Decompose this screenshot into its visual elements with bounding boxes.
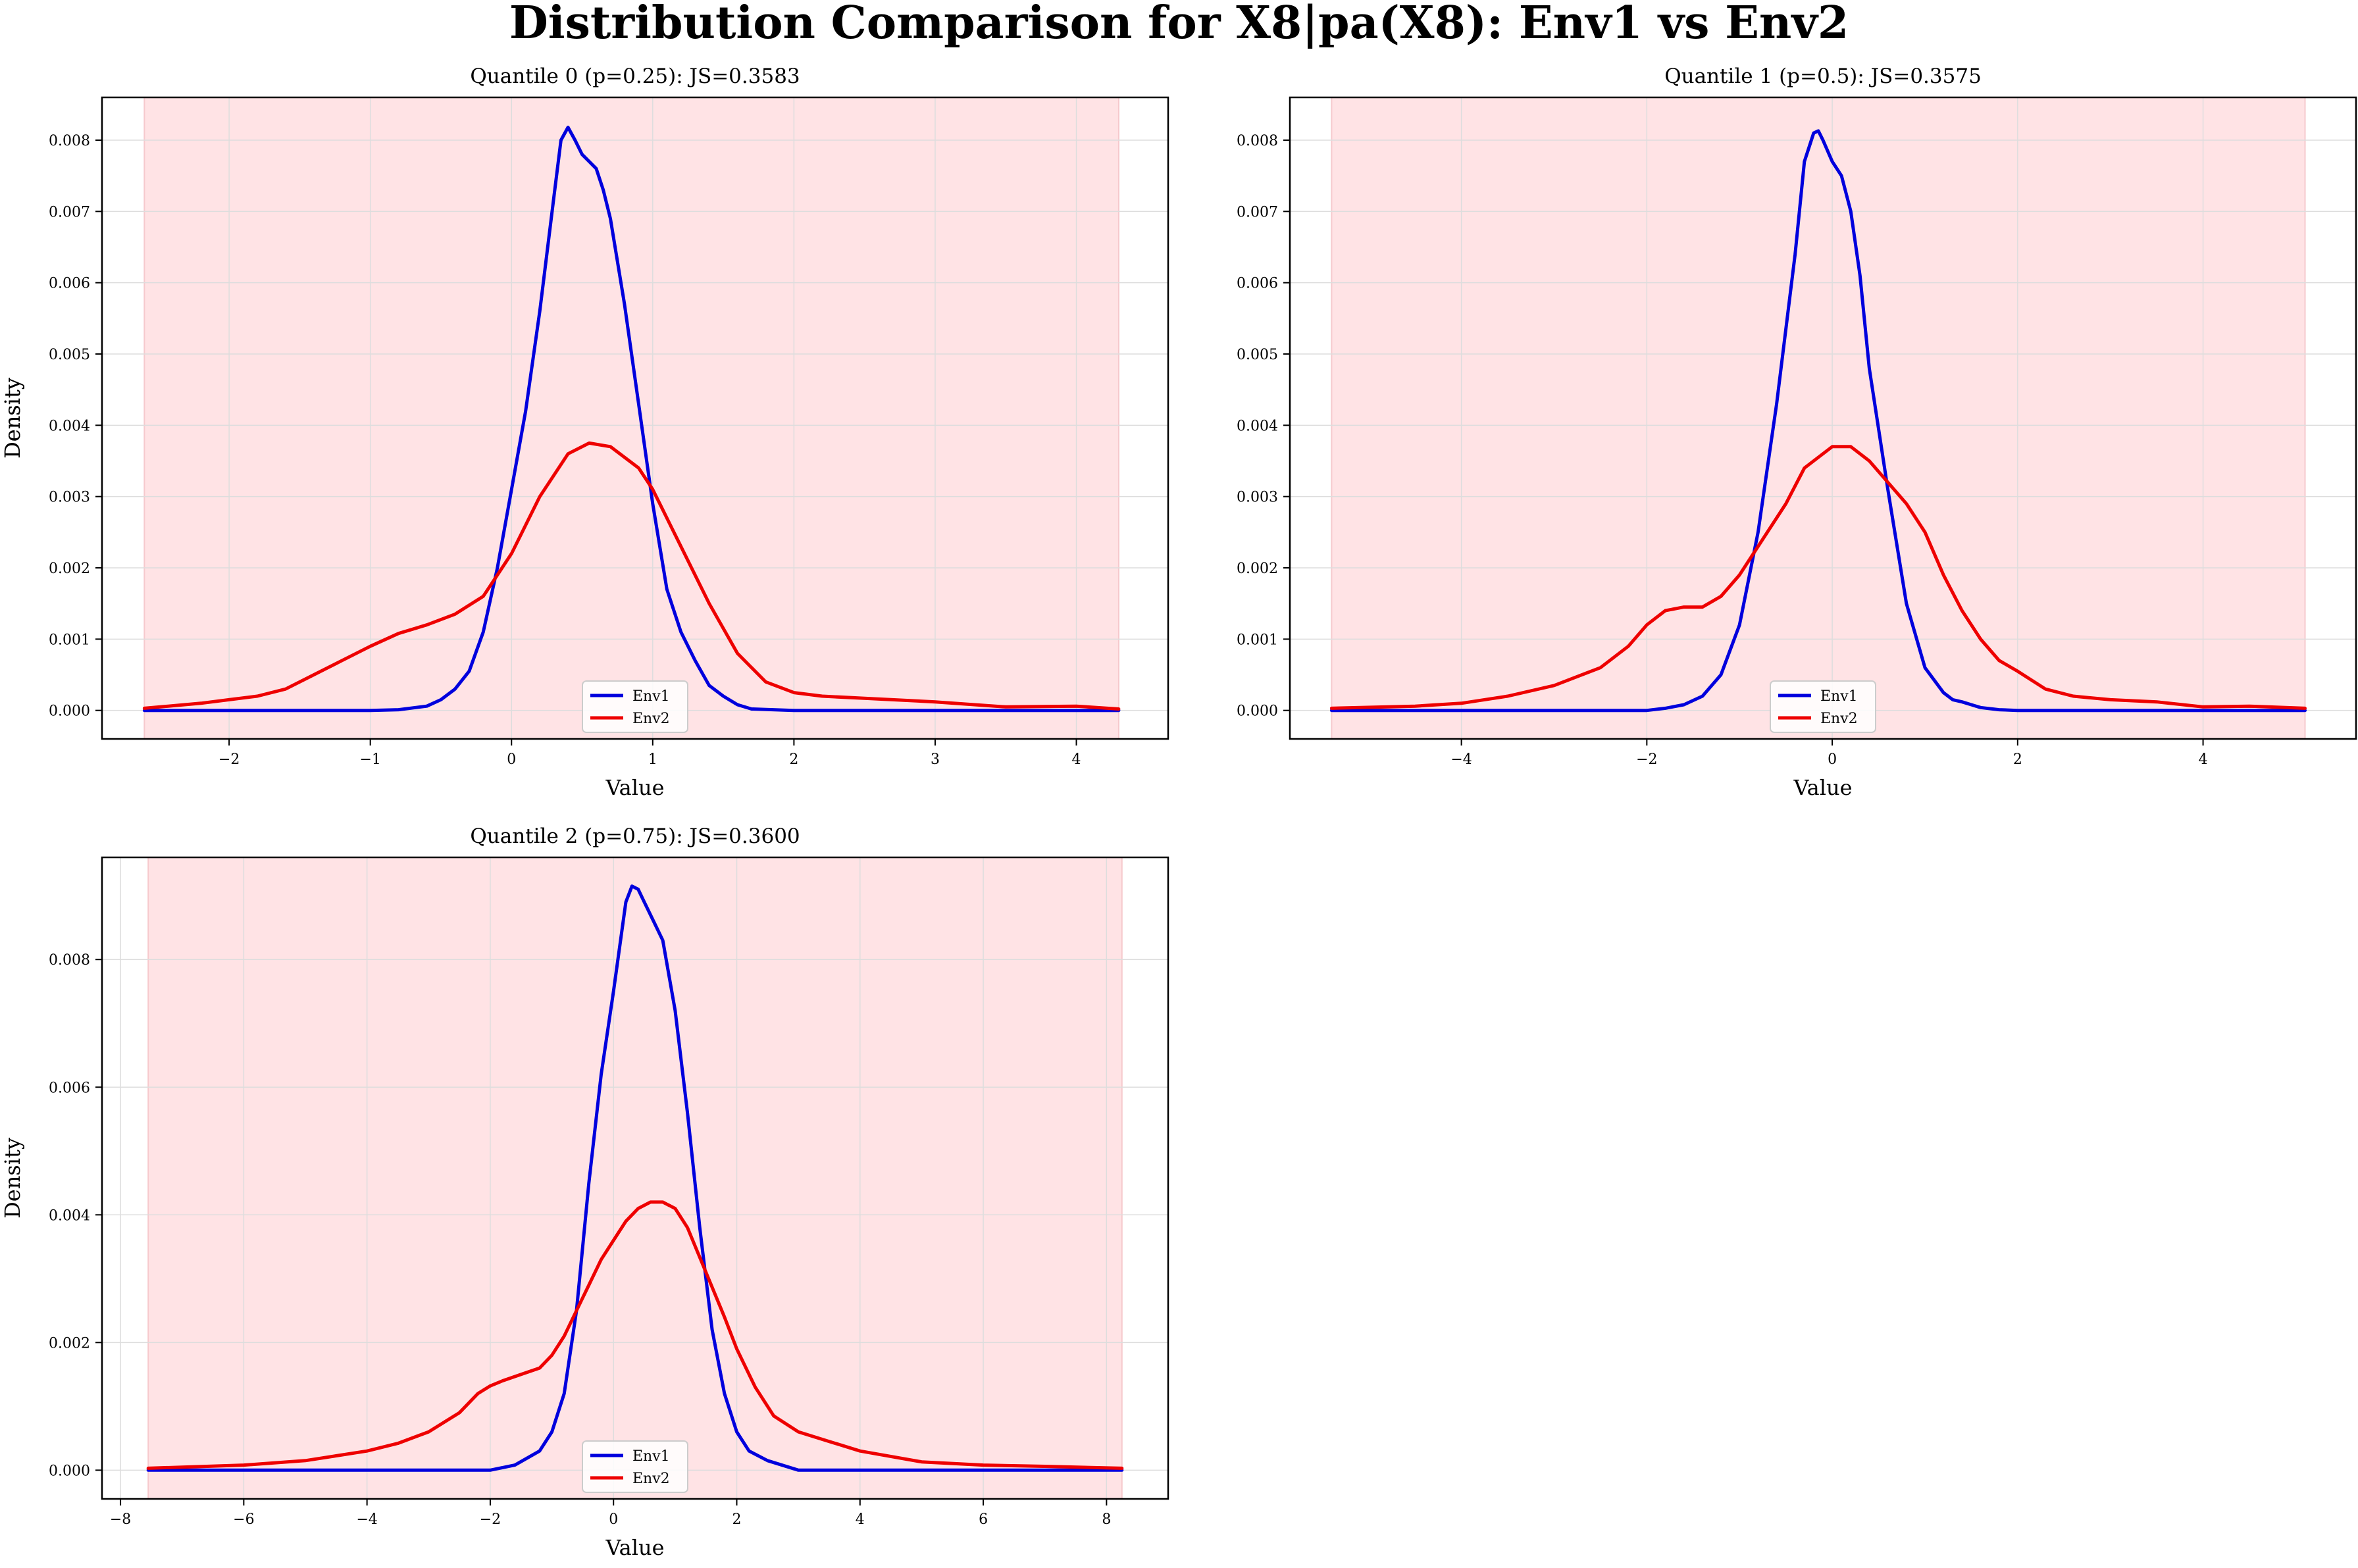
x-tick-label: 0 bbox=[609, 1511, 618, 1528]
legend-label-env2: Env2 bbox=[1820, 711, 1858, 727]
x-tick-label: 1 bbox=[648, 751, 657, 768]
shaded-range bbox=[1331, 97, 2306, 740]
legend-label-env1: Env1 bbox=[632, 688, 670, 705]
panel-quantile-1: −4 −2 0 2 4 0.000 0.001 0.002 0.003 0.004 0.005 0.0… bbox=[0, 64, 2357, 800]
y-tick-label: 0.006 bbox=[49, 1080, 90, 1096]
y-axis-label: Density bbox=[0, 378, 25, 459]
y-tick-label: 0.008 bbox=[1237, 133, 1278, 149]
series-line-env1 bbox=[1329, 129, 2307, 713]
series-line-env2 bbox=[146, 1200, 1124, 1470]
x-tick-label: −1 bbox=[359, 751, 380, 768]
x-axis-label: Value bbox=[1793, 775, 1852, 800]
y-tick-label: 0.002 bbox=[1237, 561, 1278, 577]
shaded-range bbox=[143, 97, 1119, 740]
axes-frame bbox=[101, 856, 1169, 1500]
y-tick-label: 0.005 bbox=[1237, 347, 1278, 363]
legend-label-env2: Env2 bbox=[632, 711, 670, 727]
x-tick-label: −4 bbox=[1450, 751, 1472, 768]
panel-quantile-0: −2 −1 0 1 2 3 4 0.000 0.001 0.002 0.003 0.004 0.005 0… bbox=[0, 64, 1169, 800]
legend-label-env1: Env1 bbox=[632, 1448, 670, 1465]
panel-quantile-2: −8 −6 −4 −2 0 2 4 6 8 0.000 0.002 0.004 0.006 0.008 Qu… bbox=[0, 824, 1169, 1560]
figure-title: Distribution Comparison for X8|pa(X8): E… bbox=[509, 0, 1849, 49]
y-tick-label: 0.000 bbox=[1237, 703, 1278, 720]
y-tick-label: 0.004 bbox=[49, 1207, 90, 1224]
x-tick-label: 2 bbox=[2013, 751, 2022, 768]
x-tick-label: 6 bbox=[979, 1511, 988, 1528]
y-tick-label: 0.002 bbox=[49, 1335, 90, 1352]
x-tick-label: 0 bbox=[1828, 751, 1837, 768]
x-axis-label: Value bbox=[605, 1535, 664, 1560]
legend-label-env1: Env1 bbox=[1820, 688, 1858, 705]
x-tick-label: −2 bbox=[1636, 751, 1657, 768]
series-line-env1 bbox=[142, 126, 1121, 713]
y-tick-label: 0.000 bbox=[49, 1463, 90, 1479]
y-tick-label: 0.007 bbox=[49, 204, 90, 220]
axes-frame bbox=[101, 96, 1169, 740]
panel-title: Quantile 1 (p=0.5): JS=0.3575 bbox=[1664, 64, 1982, 88]
y-tick-label: 0.002 bbox=[49, 561, 90, 577]
series-line-env1 bbox=[146, 884, 1124, 1472]
x-tick-label: 0 bbox=[507, 751, 516, 768]
y-tick-label: 0.004 bbox=[49, 418, 90, 434]
y-axis-label: Density bbox=[0, 378, 25, 459]
y-tick-label: 0.005 bbox=[49, 347, 90, 363]
legend: Env1 Env2 bbox=[582, 680, 688, 733]
x-tick-label: 4 bbox=[1072, 751, 1081, 768]
x-tick-label: −6 bbox=[233, 1511, 254, 1528]
axes-frame bbox=[1289, 96, 2357, 740]
x-tick-label: 3 bbox=[931, 751, 940, 768]
legend: Env1 Env2 bbox=[1770, 680, 1876, 733]
panel-title: Quantile 2 (p=0.75): JS=0.3600 bbox=[470, 824, 800, 848]
x-tick-label: −4 bbox=[356, 1511, 377, 1528]
series-line-env2 bbox=[1329, 445, 2307, 710]
y-tick-label: 0.003 bbox=[49, 490, 90, 506]
legend-label-env2: Env2 bbox=[632, 1471, 670, 1487]
panel-title: Quantile 0 (p=0.25): JS=0.3583 bbox=[470, 64, 800, 88]
x-axis-label: Value bbox=[605, 775, 664, 800]
x-tick-label: −2 bbox=[480, 1511, 501, 1528]
y-tick-label: 0.003 bbox=[1237, 490, 1278, 506]
y-tick-label: 0.006 bbox=[49, 276, 90, 292]
y-tick-label: 0.008 bbox=[49, 952, 90, 969]
y-axis-label: Density bbox=[0, 1138, 25, 1219]
y-tick-label: 0.000 bbox=[49, 703, 90, 720]
x-tick-label: −2 bbox=[218, 751, 240, 768]
y-tick-label: 0.007 bbox=[1237, 204, 1278, 220]
shaded-range bbox=[147, 857, 1123, 1500]
y-tick-label: 0.004 bbox=[1237, 418, 1278, 434]
x-tick-label: 4 bbox=[856, 1511, 865, 1528]
x-tick-label: 8 bbox=[1102, 1511, 1111, 1528]
x-tick-label: 4 bbox=[2199, 751, 2208, 768]
x-tick-label: −8 bbox=[110, 1511, 131, 1528]
y-tick-label: 0.006 bbox=[1237, 276, 1278, 292]
y-tick-label: 0.001 bbox=[1237, 632, 1278, 648]
x-tick-label: 2 bbox=[732, 1511, 742, 1528]
x-tick-label: 2 bbox=[789, 751, 798, 768]
y-tick-label: 0.001 bbox=[49, 632, 90, 648]
series-line-env2 bbox=[142, 441, 1121, 711]
legend: Env1 Env2 bbox=[582, 1440, 688, 1493]
y-tick-label: 0.008 bbox=[49, 133, 90, 149]
